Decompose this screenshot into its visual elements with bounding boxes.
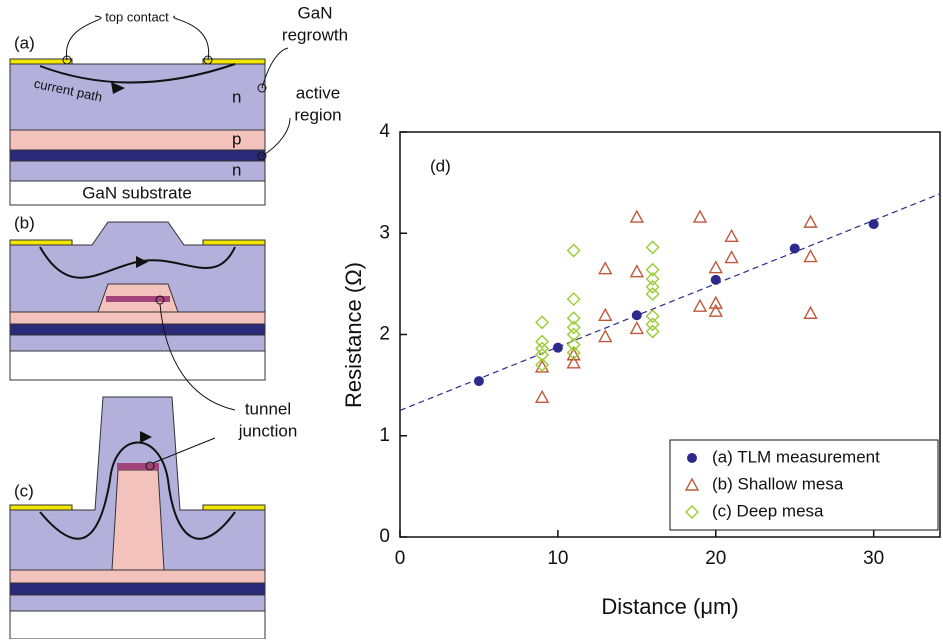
point: [726, 230, 738, 241]
point: [647, 241, 659, 253]
panel-label: (b): [14, 213, 35, 232]
y-tick-label: 0: [379, 526, 390, 547]
panel-label: (c): [14, 481, 34, 500]
point: [536, 336, 548, 348]
panel-label: (d): [430, 156, 451, 175]
point: [599, 331, 611, 342]
x-tick-label: 20: [705, 548, 726, 569]
point: [568, 293, 580, 305]
point: [568, 321, 580, 333]
diagram-c: (c): [10, 397, 265, 639]
y-tick-label: 1: [379, 425, 390, 446]
point: [536, 316, 548, 328]
label: active: [296, 83, 340, 102]
y-axis-label: Resistance (Ω): [341, 262, 366, 408]
x-tick-label: 10: [547, 548, 568, 569]
diagram-a: (a) top contact GaN regrowth current pat…: [10, 3, 348, 205]
label: GaN substrate: [82, 183, 192, 202]
point: [805, 216, 817, 227]
x-tick-label: 0: [395, 548, 406, 569]
point: [805, 251, 817, 262]
x-axis-label: Distance (μm): [601, 594, 738, 619]
point: [632, 310, 642, 320]
point: [647, 288, 659, 300]
point: [711, 275, 721, 285]
label: region: [294, 105, 341, 124]
point: [631, 322, 643, 333]
legend-marker: [687, 453, 697, 463]
label: regrowth: [282, 25, 348, 44]
label: top contact: [105, 9, 169, 24]
point: [647, 264, 659, 276]
point: [599, 309, 611, 320]
point: [631, 266, 643, 277]
label: p: [232, 129, 241, 148]
point: [599, 263, 611, 274]
y-tick-label: 4: [379, 121, 390, 142]
panel-label: (a): [14, 33, 35, 52]
point: [474, 376, 484, 386]
point: [647, 325, 659, 337]
point: [647, 318, 659, 330]
point: [726, 252, 738, 263]
point: [647, 281, 659, 293]
point: [568, 312, 580, 324]
point: [710, 262, 722, 273]
x-tick-label: 30: [863, 548, 884, 569]
legend-label: (b) Shallow mesa: [712, 474, 844, 493]
point: [694, 300, 706, 311]
y-tick-label: 3: [379, 222, 390, 243]
chart: (d) Distance (μm) Resistance (Ω): [341, 132, 940, 619]
legend-label: (c) Deep mesa: [712, 501, 824, 520]
point: [631, 211, 643, 222]
point: [536, 391, 548, 402]
label: n: [232, 87, 241, 106]
point: [869, 219, 879, 229]
point: [710, 305, 722, 316]
point: [568, 244, 580, 256]
label: tunnel: [245, 399, 291, 418]
point: [553, 343, 563, 353]
y-tick-label: 2: [379, 324, 390, 345]
point: [647, 273, 659, 285]
point: [790, 243, 800, 253]
label: junction: [238, 421, 298, 440]
figure: (a) top contact GaN regrowth current pat…: [0, 0, 943, 639]
label: n: [232, 160, 241, 179]
legend-label: (a) TLM measurement: [712, 447, 880, 466]
point: [647, 310, 659, 322]
point: [694, 211, 706, 222]
label: GaN: [298, 3, 333, 22]
point: [805, 307, 817, 318]
